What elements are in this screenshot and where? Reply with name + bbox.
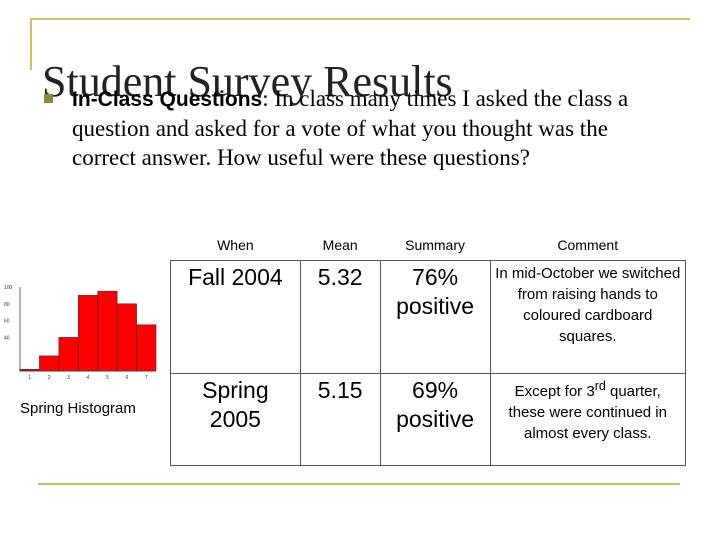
cell-when: Fall 2004 xyxy=(170,260,301,374)
results-table: When Mean Summary Comment Fall 2004 5.32… xyxy=(170,230,687,467)
cell-comment: In mid-October we switched from raising … xyxy=(489,260,687,374)
header-comment: Comment xyxy=(557,237,619,253)
comment-sup: rd xyxy=(594,378,606,393)
histogram-x-tick: 3 xyxy=(67,375,70,381)
header-summary: Summary xyxy=(405,237,466,253)
header-when: When xyxy=(217,237,254,253)
cell-mean: 5.15 xyxy=(299,372,381,467)
table-header-row: When Mean Summary Comment xyxy=(171,230,686,261)
histogram-bar xyxy=(77,295,99,372)
bullet-square-icon xyxy=(44,94,53,103)
cell-when: Spring 2005 xyxy=(170,372,301,467)
table-row: Fall 2004 5.32 76% positive In mid-Octob… xyxy=(170,260,687,374)
cell-mean: 5.32 xyxy=(299,260,381,374)
histogram-x-tick: 2 xyxy=(48,375,51,381)
bullet-body: : In class many times I asked the class … xyxy=(72,86,629,170)
accent-rule-vertical xyxy=(30,18,32,70)
bullet-paragraph: In-Class Questions: In class many times … xyxy=(72,84,662,172)
histogram-x-tick: 1 xyxy=(28,375,31,381)
comment-post: quarter, these were continued in almost … xyxy=(508,382,667,442)
accent-rule-top xyxy=(30,18,690,20)
slide-title: Student Survey Results xyxy=(42,57,453,106)
accent-rule-bottom xyxy=(38,483,680,485)
header-mean: Mean xyxy=(322,237,358,253)
histogram-label: Spring Histogram xyxy=(20,400,136,417)
spring-histogram: 100 80 60 40 1 2 3 4 5 6 7 xyxy=(4,285,157,381)
histogram-bar xyxy=(58,337,79,372)
histogram-x-tick: 4 xyxy=(87,375,90,381)
histogram-y-tick: 100 xyxy=(4,285,13,291)
histogram-x-tick: 6 xyxy=(125,375,128,381)
histogram-x-tick: 7 xyxy=(145,375,148,381)
histogram-bar xyxy=(116,303,137,372)
histogram-bar xyxy=(97,290,118,372)
table-row: Spring 2005 5.15 69% positive Except for… xyxy=(170,372,687,467)
comment-pre: Except for 3 xyxy=(514,382,595,400)
histogram-y-tick: 40 xyxy=(4,335,10,341)
histogram-bar xyxy=(136,324,157,372)
cell-summary: 76% positive xyxy=(379,260,491,374)
cell-comment: Except for 3rd quarter, these were conti… xyxy=(489,372,687,467)
histogram-x-tick: 5 xyxy=(106,375,109,381)
histogram-bar xyxy=(19,369,40,372)
histogram-bar xyxy=(39,355,60,372)
bullet-lead: In-Class Questions xyxy=(72,88,263,111)
histogram-y-tick: 60 xyxy=(4,319,10,325)
histogram-y-tick: 80 xyxy=(4,302,10,308)
cell-summary: 69% positive xyxy=(379,372,491,467)
